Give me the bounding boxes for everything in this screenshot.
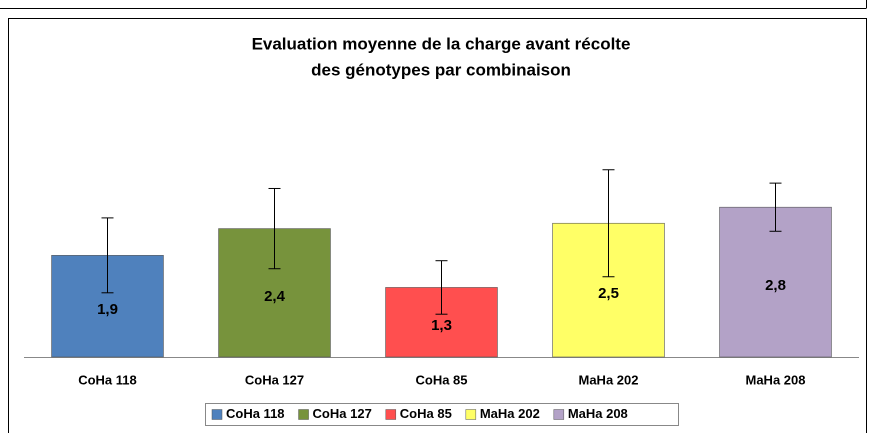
x-tick-label: CoHa 85 [415, 372, 467, 387]
data-label: 1,9 [97, 301, 118, 318]
x-tick-label: MaHa 208 [746, 372, 806, 387]
legend-swatch [553, 409, 565, 420]
legend-box [205, 403, 679, 426]
legend-swatch [211, 409, 223, 420]
data-label: 2,5 [598, 285, 619, 302]
bar [385, 287, 498, 358]
legend-swatch [465, 409, 477, 420]
x-tick-label: CoHa 118 [78, 372, 137, 387]
legend-swatch [298, 409, 309, 420]
data-label: 1,3 [431, 317, 452, 334]
legend-label: CoHa 85 [400, 406, 452, 421]
x-tick-label: CoHa 127 [245, 372, 304, 387]
legend-label: CoHa 127 [313, 406, 372, 421]
legend-label: CoHa 118 [226, 406, 285, 421]
data-label: 2,4 [264, 288, 286, 305]
bar [719, 206, 832, 358]
legend-label: MaHa 208 [568, 406, 628, 421]
data-label: 2,8 [765, 277, 786, 294]
chart-title: Evaluation moyenne de la charge avant ré… [252, 34, 631, 53]
chart-title: des génotypes par combinaison [311, 60, 571, 79]
legend-label: MaHa 202 [480, 406, 540, 421]
x-tick-label: MaHa 202 [579, 372, 639, 387]
legend-swatch [385, 409, 397, 420]
